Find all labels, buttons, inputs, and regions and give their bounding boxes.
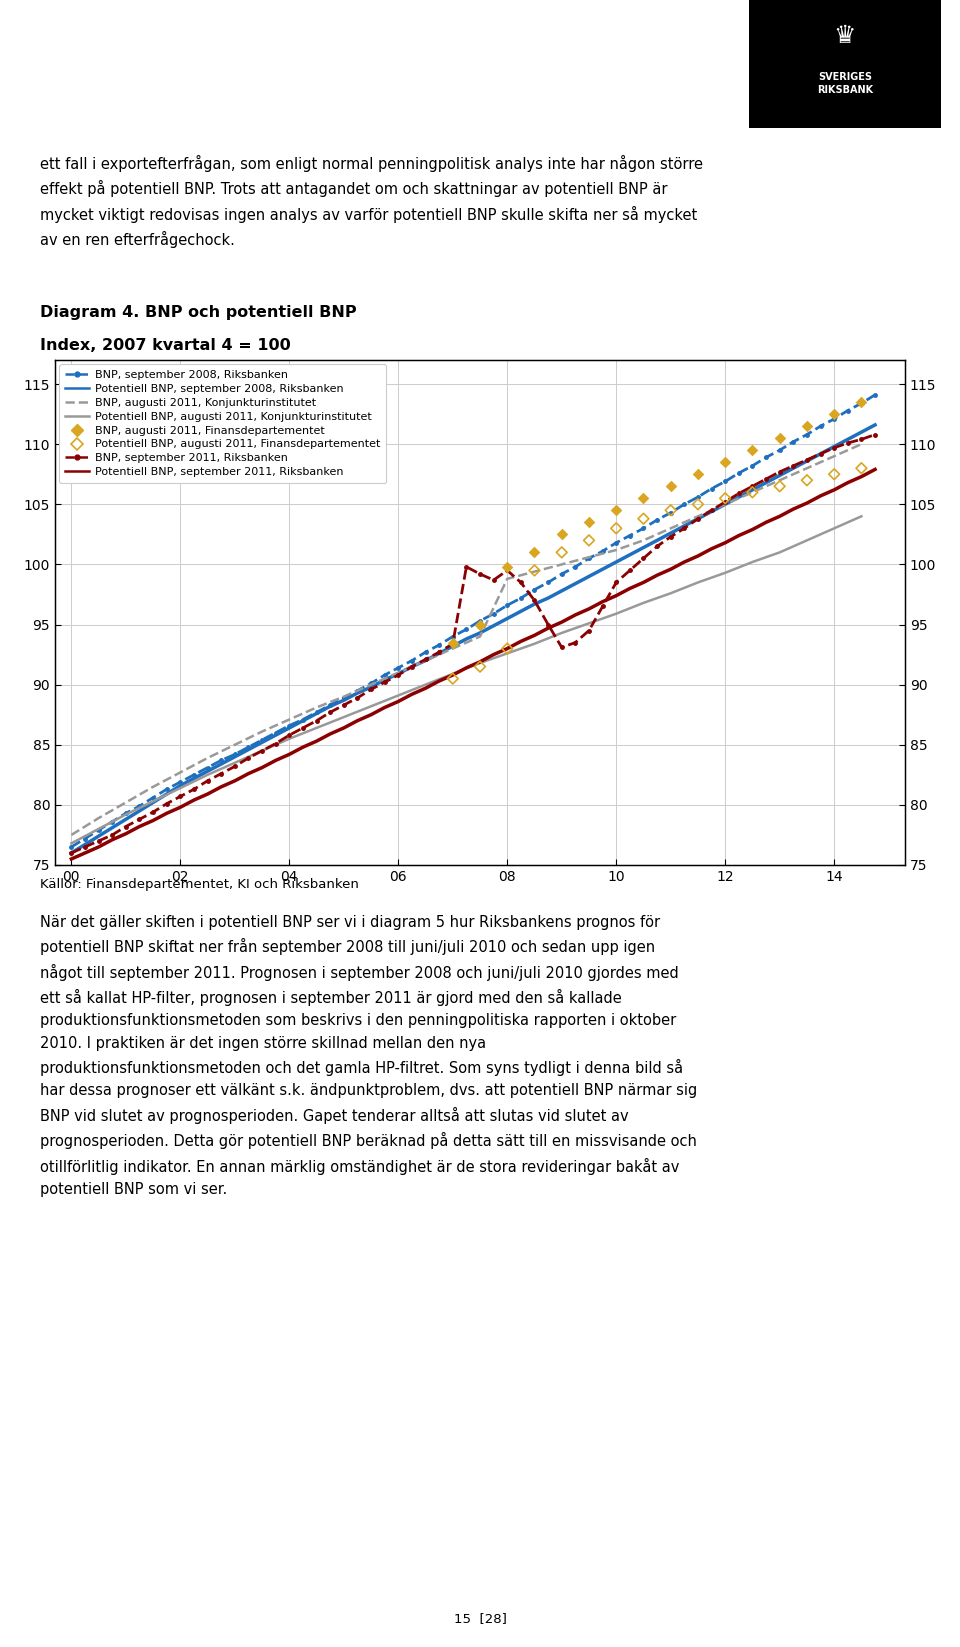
Point: [853, 389, 869, 415]
Text: ett fall i exportefterfrågan, som enligt normal penningpolitisk analys inte har : ett fall i exportefterfrågan, som enligt…: [40, 155, 703, 249]
Point: [690, 491, 706, 517]
Point: [800, 413, 815, 440]
Point: [472, 654, 488, 680]
Point: [609, 497, 624, 524]
Point: [582, 527, 597, 553]
Point: [663, 473, 679, 499]
Point: [827, 400, 842, 427]
Point: [609, 516, 624, 542]
Point: [827, 461, 842, 488]
Point: [690, 461, 706, 488]
Text: SVERIGES
RIKSBANK: SVERIGES RIKSBANK: [817, 71, 873, 96]
Text: När det gäller skiften i potentiell BNP ser vi i diagram 5 hur Riksbankens progn: När det gäller skiften i potentiell BNP …: [40, 916, 697, 1197]
Point: [663, 497, 679, 524]
Point: [800, 468, 815, 494]
Point: [636, 486, 651, 512]
Point: [853, 455, 869, 481]
Point: [582, 509, 597, 535]
Text: Källor: Finansdepartementet, KI och Riksbanken: Källor: Finansdepartementet, KI och Riks…: [40, 878, 359, 891]
Point: [445, 629, 461, 656]
Point: [527, 539, 542, 565]
Text: 15  [28]: 15 [28]: [453, 1612, 507, 1626]
Point: [772, 473, 787, 499]
Legend: BNP, september 2008, Riksbanken, Potentiell BNP, september 2008, Riksbanken, BNP: BNP, september 2008, Riksbanken, Potenti…: [60, 364, 386, 483]
Text: ♛: ♛: [833, 23, 856, 48]
Point: [499, 636, 515, 662]
Point: [717, 450, 732, 476]
Text: Index, 2007 kvartal 4 = 100: Index, 2007 kvartal 4 = 100: [40, 338, 291, 352]
Point: [636, 506, 651, 532]
Point: [554, 539, 569, 565]
Point: [717, 486, 732, 512]
Point: [472, 611, 488, 637]
Text: Diagram 4. BNP och potentiell BNP: Diagram 4. BNP och potentiell BNP: [40, 305, 356, 320]
Point: [745, 479, 760, 506]
Point: [527, 557, 542, 583]
Point: [445, 665, 461, 692]
Point: [554, 520, 569, 547]
Point: [745, 436, 760, 463]
Point: [772, 425, 787, 451]
Point: [499, 553, 515, 580]
